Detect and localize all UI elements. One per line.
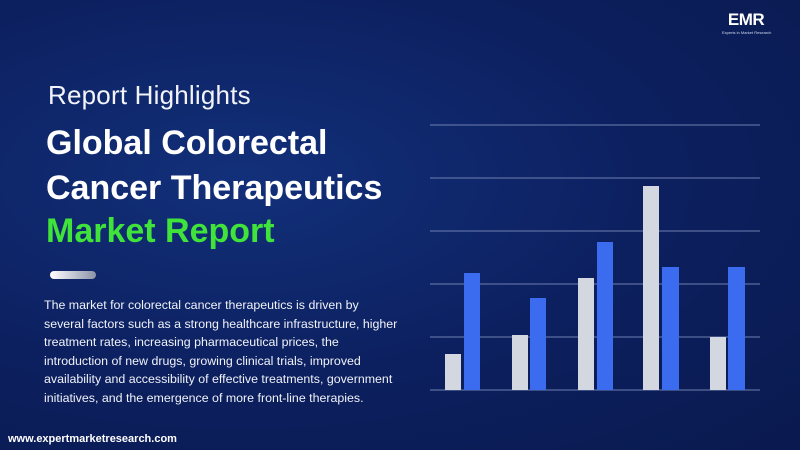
decor-bar: [728, 267, 745, 390]
description-line: introduction of new drugs, growing clini…: [44, 353, 361, 368]
decor-bar: [597, 242, 613, 390]
description: The market for colorectal cancer therape…: [44, 296, 397, 407]
description-line: The market for colorectal cancer therape…: [44, 298, 359, 312]
description-line: initiatives, and the emergence of more f…: [44, 390, 364, 405]
decor-bar: [530, 298, 546, 390]
decor-bar: [578, 278, 594, 390]
title-line: Cancer Therapeutics: [46, 169, 383, 207]
decor-bar: [643, 186, 659, 390]
decor-bar: [445, 354, 461, 390]
logo: EMR Experts in Market Research: [722, 10, 772, 35]
decor-lines: [430, 124, 760, 391]
title-line: Global Colorectal: [46, 124, 328, 162]
description-line: availability and accessibility of effect…: [44, 372, 393, 386]
decor-bar: [512, 335, 528, 390]
description-line: treatment rates, increasing pharmaceutic…: [44, 335, 339, 349]
logo-tagline: Experts in Market Research: [722, 30, 772, 35]
divider-pill: [50, 271, 96, 279]
description-line: several factors such as a strong healthc…: [44, 316, 398, 331]
logo-mark: EMR: [727, 10, 765, 29]
decor-bar: [662, 267, 679, 390]
footer-url: www.expertmarketresearch.com: [8, 433, 177, 445]
decor-bar: [464, 273, 480, 390]
kicker: Report Highlights: [48, 80, 251, 110]
decor-bars: [445, 186, 745, 390]
title-highlight: Market Report: [46, 212, 275, 250]
decor-bar: [710, 337, 726, 390]
